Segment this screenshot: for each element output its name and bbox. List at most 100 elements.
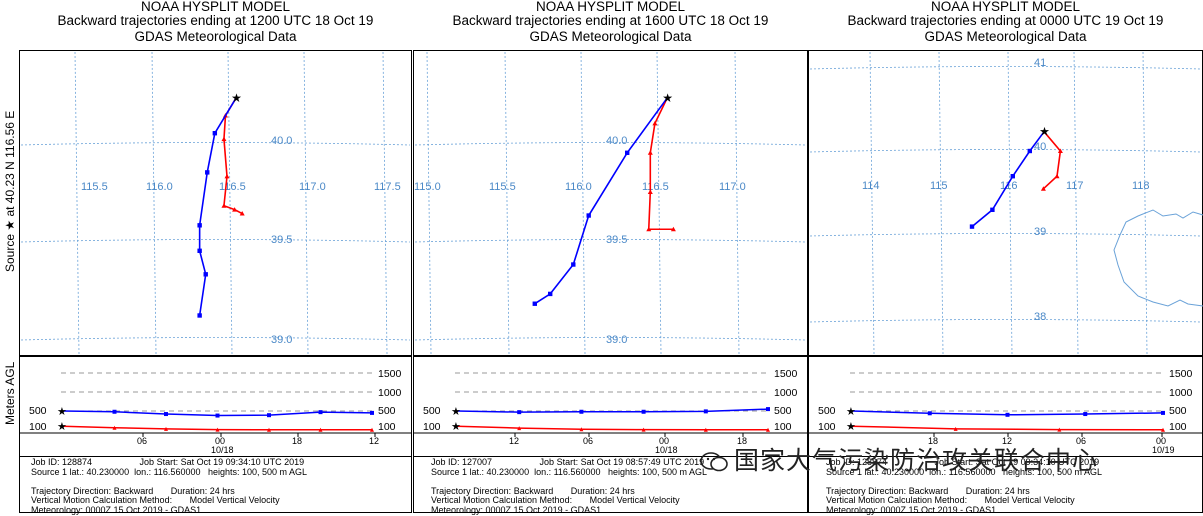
panel-title-met-data: GDAS Meteorological Data [529,29,692,44]
longitude-gridline [1073,51,1079,355]
height-label-right: 500 [378,405,396,417]
longitude-label: 117 [1066,180,1084,192]
source-star-icon: ★ [57,421,67,433]
height-marker-100m [703,427,708,432]
source-location-label: Source ★ at 40.23 N 116.56 E [3,110,17,272]
height-marker-500m [164,412,168,417]
time-label: 18 [292,436,302,446]
height-marker-500m [112,409,117,414]
longitude-label: 118 [1132,180,1150,192]
height-marker-100m [517,426,522,431]
height-marker-100m [1161,427,1165,432]
time-label: 06 [137,436,147,446]
trajectory-marker-500m [625,150,630,155]
trajectory-marker-100m [239,211,245,216]
time-label: 18 [928,436,938,446]
height-label-right: 500 [1169,405,1187,417]
height-marker-500m [267,413,271,418]
trajectory-marker-500m [990,207,995,212]
trajectory-marker-100m [670,226,676,232]
longitude-label: 117.5 [374,181,401,193]
longitude-label: 116.5 [219,181,246,193]
longitude-label: 116.0 [565,181,592,193]
trajectory-marker-100m [1057,148,1063,153]
trajectory-marker-100m [224,173,230,179]
height-marker-100m [579,427,584,432]
height-profile-100m [456,425,768,431]
map-frame [19,50,412,356]
height-label-left: 500 [818,405,836,417]
panel-footer: Job ID: 128874 Job Start: Sat Oct 19 09:… [826,457,1103,515]
trajectory-marker-500m [1027,148,1032,154]
height-marker-500m [370,410,374,415]
height-marker-500m [641,409,646,414]
longitude-gridline [151,51,157,355]
trajectory-marker-100m [646,226,652,232]
source-star-icon: ★ [846,406,856,418]
source-star-icon: ★ [451,406,461,418]
source-star-icon: ★ [451,421,461,433]
source-star-icon: ★ [231,91,242,105]
time-label: 06 [583,436,593,446]
height-label-left: 500 [29,405,47,417]
latitude-label: 40 [1034,141,1046,153]
trajectory-line-100m [647,97,674,231]
trajectory-line-500m [534,97,668,305]
source-star-icon: ★ [846,421,856,433]
latitude-label: 38 [1034,311,1046,323]
trajectory-panel-3: NOAA HYSPLIT MODEL Backward trajectories… [808,0,1203,515]
longitude-label: 114 [862,180,880,192]
height-marker-100m [953,426,958,431]
longitude-label: 115.5 [81,181,108,193]
height-marker-500m [1005,412,1010,417]
time-label: 18 [737,436,747,446]
time-label: 12 [509,436,519,446]
trajectory-marker-500m [197,248,202,253]
latitude-gridline [20,337,411,341]
height-marker-500m [1161,410,1165,415]
longitude-gridline [74,51,80,355]
panel-title-trajectory: Backward trajectories ending at 1200 UTC… [57,13,374,28]
longitude-gridline [1142,51,1148,355]
longitude-label: 116.0 [146,181,173,193]
source-star-icon: ★ [1039,125,1050,139]
longitude-gridline [303,51,309,355]
trajectory-marker-500m [1010,174,1015,179]
map-frame [413,50,808,356]
height-marker-100m [267,427,271,432]
latitude-label: 40.0 [271,135,292,147]
time-label: 00 [215,436,225,446]
height-marker-500m [927,411,932,416]
trajectory-marker-100m [647,150,653,155]
height-marker-100m [164,426,168,431]
longitude-gridline [734,51,740,355]
panel-footer: Job ID: 127007 Job Start: Sat Oct 19 08:… [431,457,708,515]
height-label-right: 1500 [774,368,798,380]
height-marker-100m [318,427,323,432]
longitude-gridline [426,51,432,355]
longitude-gridline [938,51,944,355]
trajectory-marker-100m [221,203,227,208]
height-label-left: 500 [423,405,441,417]
height-marker-100m [215,427,220,432]
latitude-gridline [414,239,807,243]
height-marker-500m [318,410,323,415]
height-marker-100m [112,425,117,430]
height-label-right: 1000 [1169,387,1193,399]
longitude-label: 117.0 [719,181,746,193]
height-label-left: 100 [29,421,47,433]
longitude-gridline [382,51,388,355]
latitude-gridline [809,319,1202,323]
latitude-gridline [414,142,807,146]
trajectory-marker-100m [1054,173,1060,179]
time-label: 00 [1156,436,1166,446]
trajectory-marker-500m [586,213,591,218]
trajectory-line-100m [1042,131,1062,190]
time-label: 12 [369,436,379,446]
latitude-label: 39.0 [271,334,292,346]
height-marker-500m [579,409,584,414]
height-profile-500m [456,408,769,413]
longitude-gridline [869,51,875,355]
height-marker-500m [1083,412,1088,417]
latitude-gridline [809,66,1202,70]
